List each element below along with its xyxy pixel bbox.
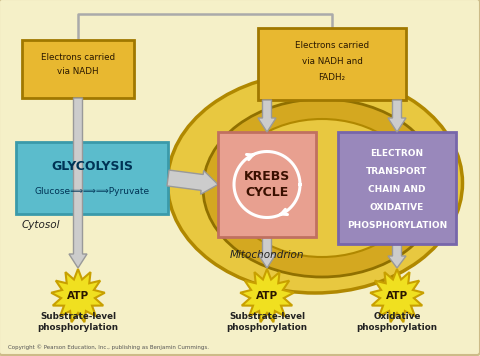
FancyBboxPatch shape [22, 40, 134, 98]
Polygon shape [370, 269, 424, 322]
Polygon shape [258, 100, 276, 132]
FancyBboxPatch shape [258, 28, 406, 100]
Text: ATP: ATP [256, 291, 278, 301]
Text: Electrons carried: Electrons carried [295, 42, 369, 51]
Polygon shape [258, 237, 276, 268]
Text: KREBS: KREBS [244, 170, 290, 183]
Text: Electrons carried: Electrons carried [41, 53, 115, 63]
Text: TRANSPORT: TRANSPORT [366, 168, 428, 177]
Text: ATP: ATP [386, 291, 408, 301]
Text: CHAIN AND: CHAIN AND [368, 185, 426, 194]
Text: Oxidative
phosphorylation: Oxidative phosphorylation [357, 312, 437, 333]
FancyBboxPatch shape [338, 132, 456, 244]
Text: CYCLE: CYCLE [245, 186, 288, 199]
Text: Substrate-level
phosphorylation: Substrate-level phosphorylation [37, 312, 119, 333]
Text: Glucose⟹⟹⟹Pyruvate: Glucose⟹⟹⟹Pyruvate [35, 188, 150, 197]
Text: Substrate-level
phosphorylation: Substrate-level phosphorylation [227, 312, 308, 333]
Polygon shape [69, 98, 87, 268]
Text: ELECTRON: ELECTRON [371, 150, 423, 158]
Text: Copyright © Pearson Education, Inc., publishing as Benjamin Cummings.: Copyright © Pearson Education, Inc., pub… [8, 344, 209, 350]
Text: GLYCOLYSIS: GLYCOLYSIS [51, 159, 133, 173]
Polygon shape [240, 269, 294, 322]
FancyBboxPatch shape [16, 142, 168, 214]
Polygon shape [167, 170, 218, 194]
Text: FADH₂: FADH₂ [318, 73, 346, 83]
Text: via NADH: via NADH [57, 68, 99, 77]
Polygon shape [388, 244, 406, 268]
Text: ATP: ATP [67, 291, 89, 301]
Text: via NADH and: via NADH and [301, 58, 362, 67]
Text: Mitochondrion: Mitochondrion [230, 250, 304, 260]
FancyBboxPatch shape [218, 132, 316, 237]
Polygon shape [388, 100, 406, 132]
Text: Cytosol: Cytosol [22, 220, 60, 230]
Ellipse shape [228, 119, 416, 257]
Ellipse shape [203, 99, 441, 277]
Text: PHOSPHORYLATION: PHOSPHORYLATION [347, 221, 447, 230]
Ellipse shape [168, 73, 463, 293]
Text: OXIDATIVE: OXIDATIVE [370, 204, 424, 213]
Polygon shape [51, 269, 105, 322]
